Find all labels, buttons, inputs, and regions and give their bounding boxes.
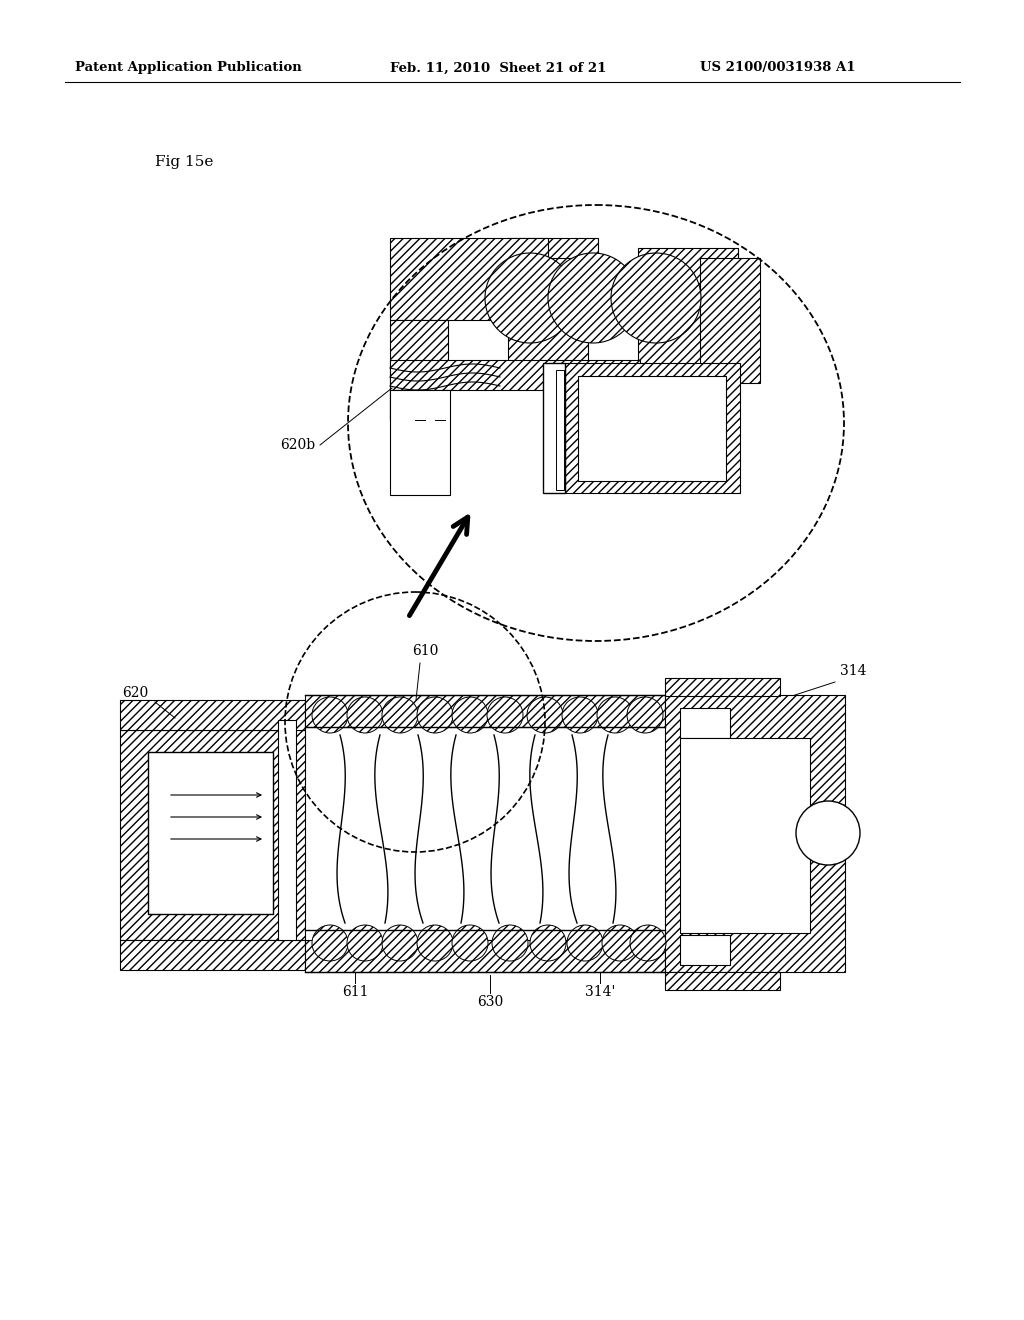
Circle shape: [312, 697, 348, 733]
Text: Feb. 11, 2010  Sheet 21 of 21: Feb. 11, 2010 Sheet 21 of 21: [390, 62, 606, 74]
Bar: [120, 730, 305, 940]
Circle shape: [312, 925, 348, 961]
Bar: [390, 319, 449, 420]
Bar: [508, 248, 588, 363]
Bar: [578, 376, 726, 480]
Circle shape: [530, 925, 566, 961]
Text: 610: 610: [412, 644, 438, 657]
Bar: [390, 238, 548, 319]
Circle shape: [417, 697, 453, 733]
Bar: [638, 248, 738, 393]
Bar: [700, 257, 760, 383]
Bar: [120, 940, 305, 970]
Bar: [556, 370, 564, 490]
Text: US 2100/0031938 A1: US 2100/0031938 A1: [700, 62, 855, 74]
Circle shape: [417, 925, 453, 961]
Text: 314': 314': [585, 985, 615, 999]
Text: 620b: 620b: [280, 438, 315, 451]
Circle shape: [382, 697, 418, 733]
Bar: [148, 752, 273, 913]
Bar: [305, 696, 665, 727]
Circle shape: [567, 925, 603, 961]
Circle shape: [485, 253, 575, 343]
Circle shape: [347, 925, 383, 961]
Bar: [390, 389, 450, 495]
Circle shape: [627, 697, 663, 733]
Bar: [543, 363, 565, 492]
Circle shape: [548, 253, 638, 343]
Circle shape: [602, 925, 638, 961]
Circle shape: [492, 925, 528, 961]
Bar: [305, 940, 665, 972]
Bar: [120, 700, 305, 730]
Bar: [665, 972, 780, 990]
Bar: [680, 935, 730, 965]
Text: Fig 15e: Fig 15e: [155, 154, 213, 169]
Bar: [565, 363, 740, 492]
Bar: [390, 360, 640, 389]
Circle shape: [597, 697, 633, 733]
Circle shape: [347, 697, 383, 733]
Bar: [680, 738, 810, 933]
Bar: [665, 678, 780, 696]
Circle shape: [611, 253, 701, 343]
Text: 611: 611: [342, 985, 369, 999]
Text: Patent Application Publication: Patent Application Publication: [75, 62, 302, 74]
Circle shape: [452, 697, 488, 733]
Text: 612b: 612b: [612, 469, 647, 482]
Polygon shape: [390, 389, 449, 420]
Circle shape: [562, 697, 598, 733]
Circle shape: [487, 697, 523, 733]
Bar: [680, 708, 730, 738]
Circle shape: [382, 925, 418, 961]
Bar: [508, 238, 598, 257]
Text: 314: 314: [840, 664, 866, 678]
Circle shape: [527, 697, 563, 733]
Circle shape: [796, 801, 860, 865]
Circle shape: [452, 925, 488, 961]
Bar: [665, 696, 845, 972]
Text: 630: 630: [477, 995, 503, 1008]
Circle shape: [630, 925, 666, 961]
Text: 620: 620: [122, 686, 148, 700]
Bar: [278, 719, 296, 940]
